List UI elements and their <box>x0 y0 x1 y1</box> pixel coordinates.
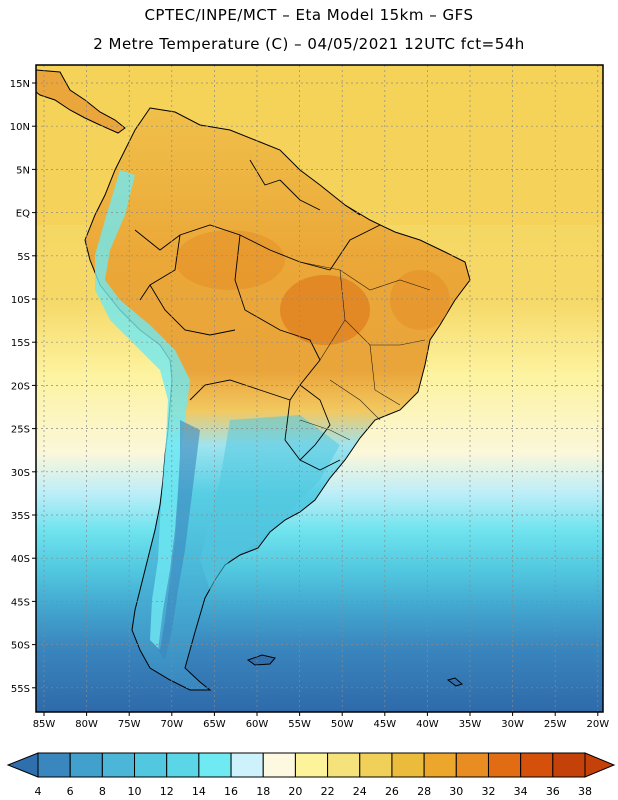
colorbar-box <box>359 752 393 778</box>
colorbar-box <box>423 752 457 778</box>
latitude-labels: 15N 10N 5N EQ 5S 10S 15S 20S 25S 30S 35S 40S 45S 50S 5… <box>10 79 36 695</box>
colorbar-label: 38 <box>578 785 592 798</box>
colorbar-box <box>198 752 232 778</box>
lat-label: 55S <box>11 684 30 695</box>
colorbar-box <box>391 752 425 778</box>
patagonia-cool <box>200 415 340 590</box>
andes-cold-strip <box>95 170 190 650</box>
colorbar-label: 28 <box>417 785 431 798</box>
colorbar-max-arrow <box>584 752 616 778</box>
colorbar-box <box>69 752 103 778</box>
colorbar-label: 30 <box>449 785 463 798</box>
colorbar-label: 18 <box>256 785 270 798</box>
andes-deep-cold <box>158 420 200 660</box>
lat-label: 10S <box>11 295 30 306</box>
colorbar-label: 36 <box>546 785 560 798</box>
lat-label: 50S <box>11 641 30 652</box>
colorbar-box <box>327 752 361 778</box>
colorbar-label: 16 <box>224 785 238 798</box>
colorbar-min-arrow <box>6 752 39 778</box>
lat-label: 35S <box>11 511 30 522</box>
lon-label: 50W <box>331 719 354 730</box>
hot-core-brazil <box>280 275 370 345</box>
colorbar-label: 12 <box>160 785 174 798</box>
map-frame <box>35 64 604 713</box>
colorbar-box <box>37 752 71 778</box>
lat-label: EQ <box>16 209 30 220</box>
lat-label: 40S <box>11 554 30 565</box>
colorbar-label: 6 <box>67 785 74 798</box>
colorbar-label: 34 <box>514 785 528 798</box>
lat-label: 15S <box>11 338 30 349</box>
longitude-labels: 85W 80W 75W 70W 65W 60W 55W 50W 45W 40W 35W 30W 25W 2… <box>33 712 609 730</box>
colorbar-label: 4 <box>35 785 42 798</box>
colorbar-label: 14 <box>192 785 206 798</box>
lon-label: 35W <box>459 719 482 730</box>
colorbar-box <box>520 752 554 778</box>
colorbar-label: 32 <box>481 785 495 798</box>
colorbar-box <box>166 752 200 778</box>
colorbar-box <box>262 752 296 778</box>
map-title-line1: CPTEC/INPE/MCT – Eta Model 15km – GFS <box>144 6 474 24</box>
lon-label: 85W <box>33 719 56 730</box>
hot-core-northeast <box>390 270 450 330</box>
central-america-land <box>36 69 126 134</box>
colorbar-labels: 4 6 8 10 12 14 16 18 20 22 24 26 28 30 32 34 36 38 <box>35 785 593 798</box>
lon-label: 25W <box>544 719 567 730</box>
lon-label: 55W <box>288 719 311 730</box>
lon-label: 80W <box>75 719 98 730</box>
lat-label: 45S <box>11 597 30 608</box>
colorbar-label: 22 <box>321 785 335 798</box>
lat-label: 20S <box>11 381 30 392</box>
colorbar-label: 8 <box>99 785 106 798</box>
colorbar-label: 10 <box>128 785 142 798</box>
lat-label: 5N <box>16 165 30 176</box>
lon-label: 60W <box>246 719 269 730</box>
colorbar-label: 26 <box>385 785 399 798</box>
colorbar-box <box>134 752 168 778</box>
state-borders <box>299 261 431 441</box>
lon-label: 40W <box>416 719 439 730</box>
lon-label: 75W <box>118 719 141 730</box>
lat-label: 25S <box>11 425 30 436</box>
colorbar-box <box>230 752 264 778</box>
map-title-line2: 2 Metre Temperature (C) – 04/05/2021 12U… <box>93 35 525 53</box>
hot-core-amazon <box>175 230 285 290</box>
colorbar <box>6 752 616 778</box>
colorbar-box <box>101 752 136 778</box>
colorbar-label: 20 <box>288 785 302 798</box>
colorbar-box <box>294 752 329 778</box>
lon-label: 20W <box>586 719 609 730</box>
lat-label: 10N <box>10 122 30 133</box>
south-georgia <box>446 677 463 687</box>
lat-label: 15N <box>10 79 30 90</box>
lon-label: 45W <box>373 719 396 730</box>
lon-label: 65W <box>203 719 226 730</box>
colorbar-box <box>455 752 489 778</box>
falkland-islands <box>246 654 276 666</box>
colorbar-box <box>487 752 522 778</box>
country-borders <box>134 159 381 471</box>
lat-label: 30S <box>11 468 30 479</box>
colorbar-box <box>552 752 586 778</box>
lon-label: 70W <box>160 719 183 730</box>
lat-label: 5S <box>17 252 30 263</box>
colorbar-label: 24 <box>353 785 367 798</box>
lon-label: 30W <box>501 719 524 730</box>
